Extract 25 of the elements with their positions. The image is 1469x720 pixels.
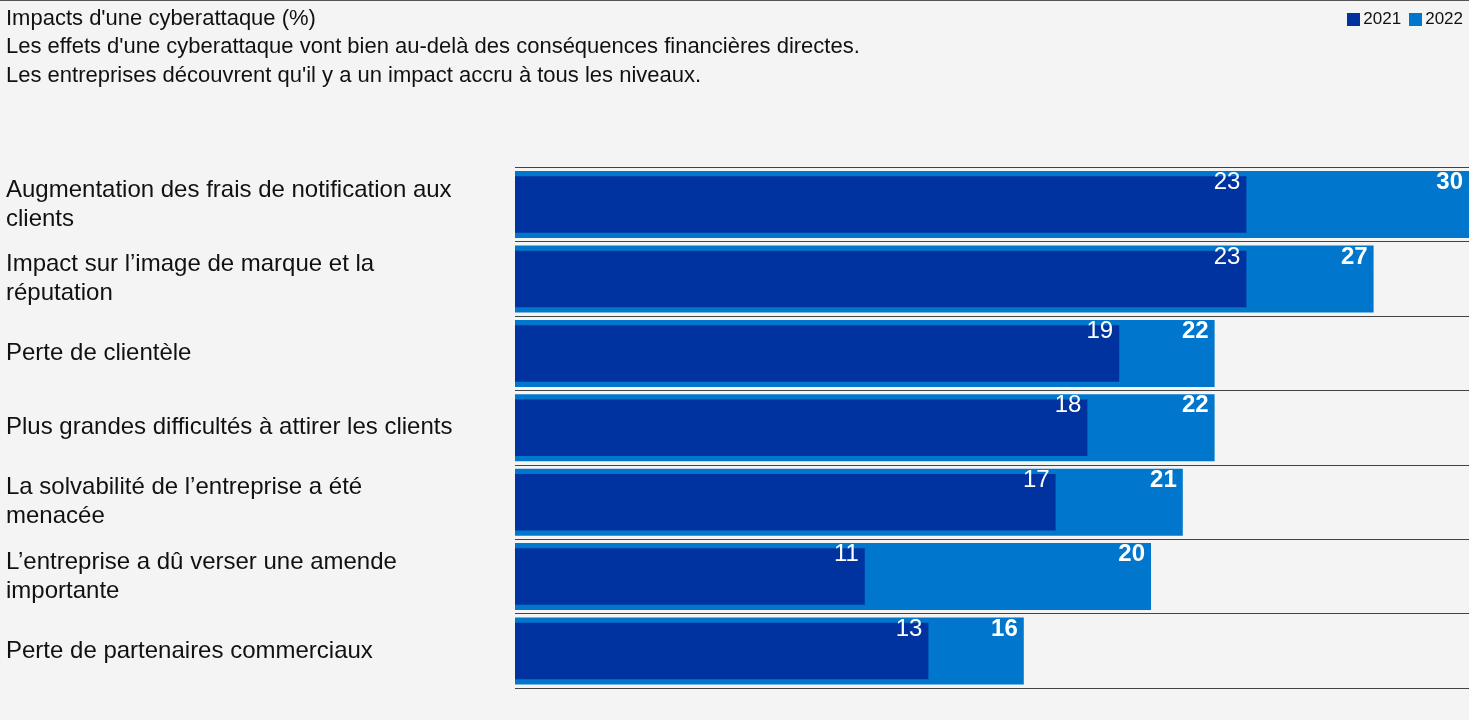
data-label: 22 xyxy=(1181,316,1209,344)
data-label: 23 xyxy=(1213,241,1241,269)
y-tick-label: Plus grandes difficultés à attirer les clients xyxy=(6,412,453,440)
legend-label: 2021 xyxy=(1363,9,1402,29)
text: Impacts d'une cyberattaque (%) xyxy=(6,5,316,30)
data-label: 18 xyxy=(1054,390,1082,418)
y-tick-label: Impact sur l’image de marque et la réputation xyxy=(6,249,375,306)
data-label: 22 xyxy=(1181,390,1209,418)
data-label: 19 xyxy=(1086,316,1114,344)
data-label: 16 xyxy=(991,613,1018,641)
legend-label: 2022 xyxy=(1425,9,1463,29)
y-tick-label: Perte de partenaires commerciaux xyxy=(6,635,373,663)
data-label: 30 xyxy=(1436,167,1463,195)
y-tick-label: Perte de clientèle xyxy=(6,338,192,366)
data-label: 13 xyxy=(895,613,923,641)
data-label: 27 xyxy=(1340,241,1368,269)
y-tick-label: La solvabilité de l’entreprise a été menacée xyxy=(6,472,363,529)
y-tick-label: L’entreprise a dû verser une amende importante xyxy=(6,546,397,603)
data-label: 11 xyxy=(833,539,859,567)
data-label: 20 xyxy=(1118,539,1145,567)
data-label: 17 xyxy=(1022,464,1050,492)
chart-subtitle: Les effets d'une cyberattaque vont bien au-delà des conséquences financières directes. Les entreprises découvrent qu'il y a un impact accru à tous les niveaux. xyxy=(6,32,861,89)
y-tick-label: Augmentation des frais de notification aux clients xyxy=(6,174,452,231)
data-label: 21 xyxy=(1150,464,1177,492)
data-label: 23 xyxy=(1213,167,1241,195)
